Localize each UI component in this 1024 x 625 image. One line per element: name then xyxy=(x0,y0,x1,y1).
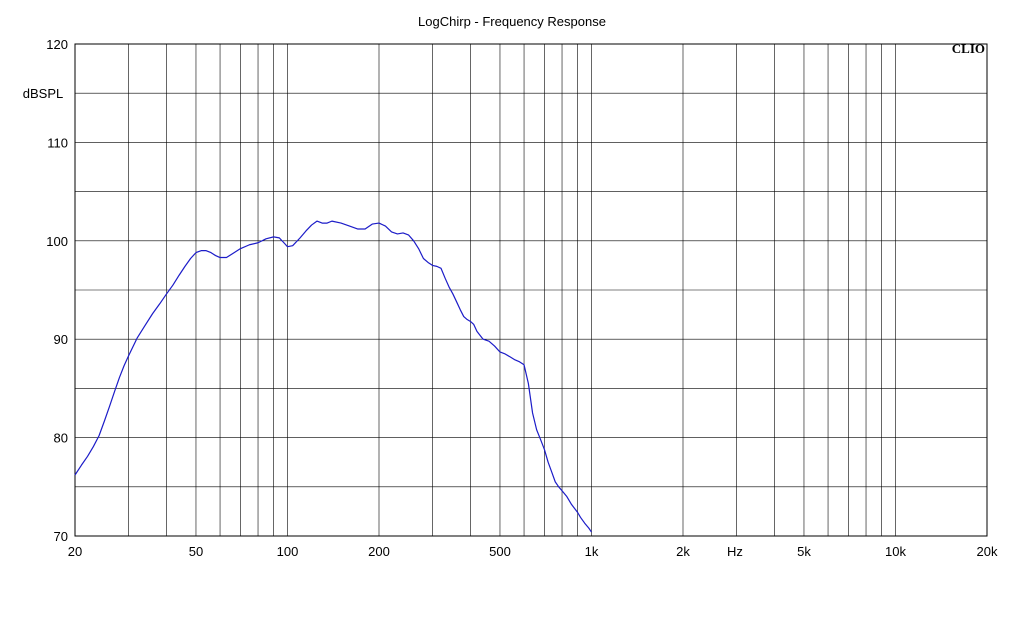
chart-title: LogChirp - Frequency Response xyxy=(418,14,606,29)
x-tick-label: 1k xyxy=(585,544,599,559)
y-tick-label: 120 xyxy=(46,37,68,52)
y-tick-label: 70 xyxy=(54,529,68,544)
x-tick-label: 2k xyxy=(676,544,690,559)
x-tick-label: 500 xyxy=(489,544,511,559)
x-tick-label: 200 xyxy=(368,544,390,559)
x-tick-label: 10k xyxy=(885,544,906,559)
x-tick-label: 20k xyxy=(977,544,998,559)
grid-lines xyxy=(74,43,988,537)
y-axis-label: dBSPL xyxy=(23,86,63,101)
series-line xyxy=(74,220,592,533)
y-tick-label: 100 xyxy=(46,234,68,249)
plot-frame xyxy=(74,43,988,537)
y-tick-label: 90 xyxy=(54,332,68,347)
axis-ticks: 20 50 100 200 500 1k 2k 5k 10k 20k 70 80 90 100 110 120 xyxy=(46,37,998,559)
x-tick-label: 5k xyxy=(797,544,811,559)
x-tick-label: 50 xyxy=(189,544,203,559)
y-tick-label: 110 xyxy=(47,135,68,150)
x-tick-label: 100 xyxy=(277,544,299,559)
x-tick-label: 20 xyxy=(68,544,82,559)
brand-label: CLIO xyxy=(952,41,985,56)
y-tick-label: 80 xyxy=(54,431,68,446)
x-axis-label: Hz xyxy=(727,544,743,559)
